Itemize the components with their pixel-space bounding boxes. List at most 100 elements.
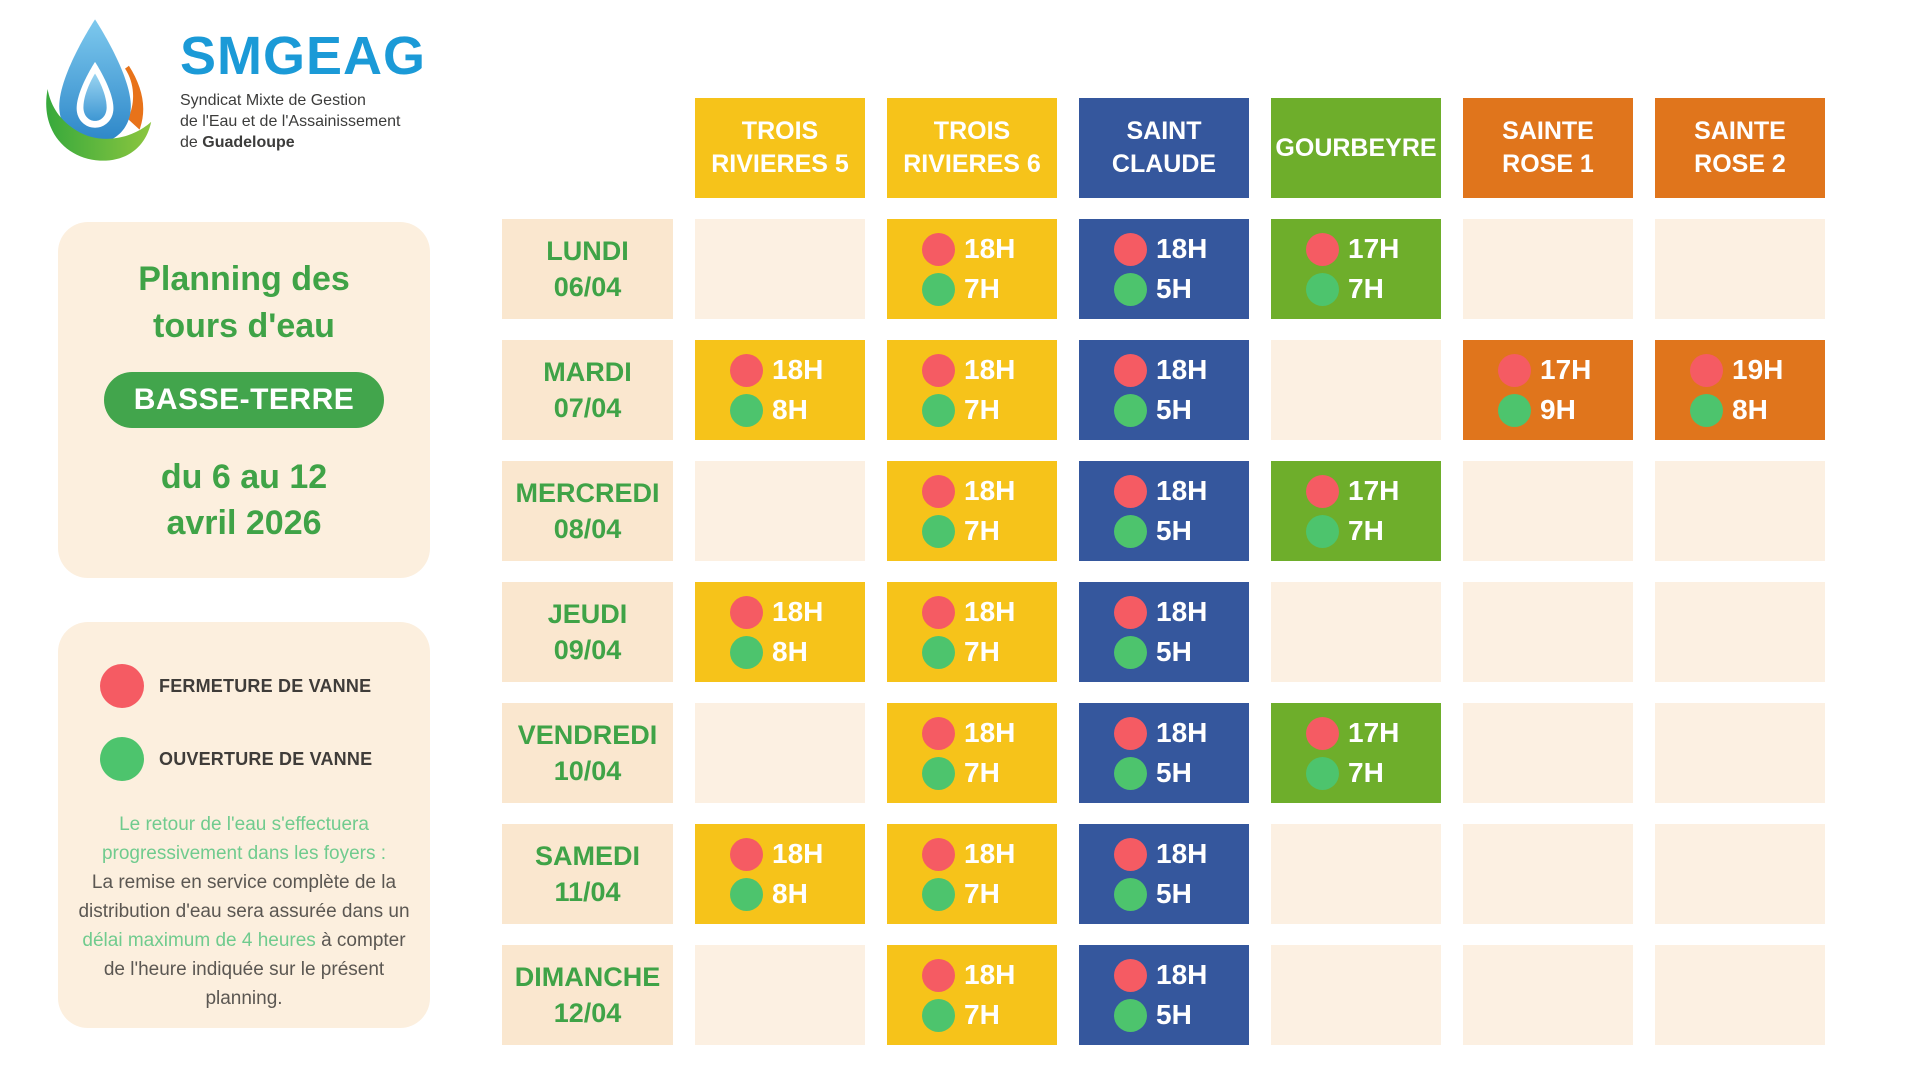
cell-lundi-saint-claude: 18H 5H <box>1079 219 1249 319</box>
open-time-line: 7H <box>1306 272 1406 306</box>
cell-mardi-saint-claude: 18H 5H <box>1079 340 1249 440</box>
open-valve-dot-icon <box>1114 998 1147 1032</box>
close-valve-dot-icon <box>1306 232 1339 266</box>
close-valve-dot-icon <box>1498 353 1531 387</box>
close-valve-dot-icon <box>100 664 144 708</box>
cell-samedi-gourbeyre <box>1271 824 1441 924</box>
open-valve-dot-icon <box>922 877 955 911</box>
close-time: 18H <box>772 596 824 627</box>
open-valve-dot-icon <box>922 998 955 1032</box>
open-valve-dot-icon <box>922 272 955 306</box>
day-label-lundi: LUNDI 06/04 <box>502 219 673 319</box>
close-valve-dot-icon <box>922 232 955 266</box>
cell-jeudi-trois-rivieres-5: 18H 8H <box>695 582 865 682</box>
cell-lundi-sainte-rose-2 <box>1655 219 1825 319</box>
close-valve-dot-icon <box>1114 232 1147 266</box>
cell-times: 18H 7H <box>922 716 1022 790</box>
open-time: 5H <box>1156 273 1192 304</box>
close-time: 18H <box>1156 959 1208 990</box>
close-time: 18H <box>964 354 1016 385</box>
close-time-line: 18H <box>1114 232 1214 266</box>
open-valve-dot-icon <box>730 877 763 911</box>
cell-vendredi-sainte-rose-1 <box>1463 703 1633 803</box>
cell-dimanche-sainte-rose-2 <box>1655 945 1825 1045</box>
open-time: 7H <box>1348 515 1384 546</box>
open-time: 7H <box>964 878 1000 909</box>
cell-vendredi-trois-rivieres-5 <box>695 703 865 803</box>
close-time: 18H <box>1156 475 1208 506</box>
close-time: 18H <box>964 838 1016 869</box>
column-header-sainte-rose-2: SAINTE ROSE 2 <box>1655 98 1825 198</box>
open-time: 8H <box>1732 394 1768 425</box>
open-valve-dot-icon <box>1114 272 1147 306</box>
open-valve-dot-icon <box>1114 514 1147 548</box>
cell-jeudi-sainte-rose-1 <box>1463 582 1633 682</box>
cell-mercredi-sainte-rose-1 <box>1463 461 1633 561</box>
cell-times: 18H 8H <box>730 353 830 427</box>
open-valve-dot-icon <box>100 737 144 781</box>
open-valve-dot-icon <box>1114 635 1147 669</box>
cell-vendredi-trois-rivieres-6: 18H 7H <box>887 703 1057 803</box>
close-valve-dot-icon <box>730 353 763 387</box>
open-time: 7H <box>964 636 1000 667</box>
open-valve-dot-icon <box>1690 393 1723 427</box>
cell-lundi-trois-rivieres-6: 18H 7H <box>887 219 1057 319</box>
cell-lundi-sainte-rose-1 <box>1463 219 1633 319</box>
close-valve-dot-icon <box>922 837 955 871</box>
close-time: 17H <box>1348 475 1400 506</box>
cell-times: 17H 7H <box>1306 716 1406 790</box>
cell-samedi-saint-claude: 18H 5H <box>1079 824 1249 924</box>
open-time: 5H <box>1156 515 1192 546</box>
cell-times: 17H 7H <box>1306 474 1406 548</box>
open-time: 7H <box>964 394 1000 425</box>
open-time-line: 7H <box>922 393 1022 427</box>
close-valve-dot-icon <box>1690 353 1723 387</box>
open-time: 7H <box>1348 757 1384 788</box>
open-time: 5H <box>1156 757 1192 788</box>
logo-title: SMGEAG <box>180 26 427 86</box>
close-time-line: 18H <box>1114 474 1214 508</box>
open-time: 7H <box>1348 273 1384 304</box>
period-text: du 6 au 12 avril 2026 <box>160 458 328 542</box>
title-panel: Planning des tours d'eau BASSE-TERRE du … <box>58 222 430 578</box>
day-label-dimanche: DIMANCHE 12/04 <box>502 945 673 1045</box>
cell-mercredi-gourbeyre: 17H 7H <box>1271 461 1441 561</box>
open-valve-dot-icon <box>1306 514 1339 548</box>
open-valve-dot-icon <box>922 514 955 548</box>
close-time-line: 18H <box>922 232 1022 266</box>
smgeag-logo: SMGEAG Syndicat Mixte de Gestion de l'Ea… <box>36 14 426 164</box>
cell-times: 18H 7H <box>922 958 1022 1032</box>
cell-samedi-sainte-rose-1 <box>1463 824 1633 924</box>
open-time-line: 5H <box>1114 635 1214 669</box>
open-time-line: 7H <box>922 998 1022 1032</box>
column-header-gourbeyre: GOURBEYRE <box>1271 98 1441 198</box>
open-time-line: 7H <box>922 635 1022 669</box>
close-time: 18H <box>1156 717 1208 748</box>
open-time-line: 7H <box>1306 756 1406 790</box>
open-time: 8H <box>772 636 808 667</box>
close-time-line: 17H <box>1306 474 1406 508</box>
cell-mardi-trois-rivieres-5: 18H 8H <box>695 340 865 440</box>
logo-subtitle: Syndicat Mixte de Gestion de l'Eau et de… <box>180 92 401 151</box>
close-valve-dot-icon <box>1114 474 1147 508</box>
open-time-line: 5H <box>1114 272 1214 306</box>
day-label-jeudi: JEUDI 09/04 <box>502 582 673 682</box>
open-time-line: 8H <box>1690 393 1790 427</box>
cell-lundi-gourbeyre: 17H 7H <box>1271 219 1441 319</box>
open-valve-dot-icon <box>1498 393 1531 427</box>
close-time-line: 17H <box>1306 716 1406 750</box>
open-time-line: 8H <box>730 635 830 669</box>
cell-dimanche-sainte-rose-1 <box>1463 945 1633 1045</box>
close-time: 17H <box>1540 354 1592 385</box>
cell-jeudi-trois-rivieres-6: 18H 7H <box>887 582 1057 682</box>
close-time-line: 18H <box>922 958 1022 992</box>
open-time-line: 7H <box>922 756 1022 790</box>
cell-times: 18H 5H <box>1114 232 1214 306</box>
close-valve-dot-icon <box>922 595 955 629</box>
open-time-line: 5H <box>1114 514 1214 548</box>
close-time: 18H <box>964 959 1016 990</box>
close-time-line: 18H <box>922 837 1022 871</box>
cell-times: 18H 5H <box>1114 474 1214 548</box>
close-valve-dot-icon <box>1114 716 1147 750</box>
cell-times: 18H 5H <box>1114 958 1214 1032</box>
